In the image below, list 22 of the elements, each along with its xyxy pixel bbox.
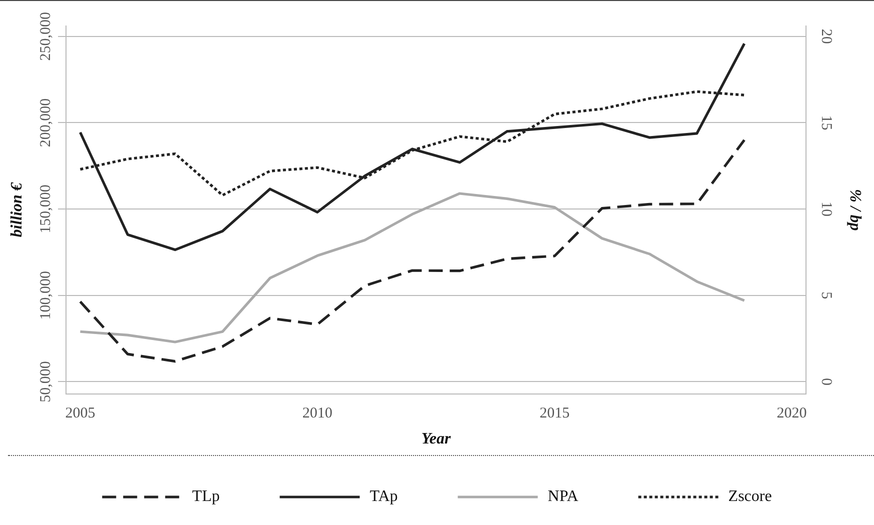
legend-label: Zscore <box>728 488 772 506</box>
y-tick-label: 100,000 <box>38 271 54 320</box>
y-tick-label: 200,000 <box>38 98 54 148</box>
y-axis-title: billion € <box>8 182 26 238</box>
x-tick-label: 2010 <box>302 406 332 422</box>
y-tick-label: 150,000 <box>38 184 54 234</box>
y2-axis-title: % / bp <box>846 189 864 231</box>
x-tick-label: 2015 <box>540 406 570 422</box>
y2-tick-label: 5 <box>818 292 834 300</box>
legend-label: NPA <box>548 488 579 506</box>
legend-label: TAp <box>370 488 398 506</box>
y2-tick-label: 20 <box>818 28 834 44</box>
y2-tick-label: 10 <box>818 202 834 217</box>
y-tick-label: 50,000 <box>38 361 54 402</box>
y2-tick-label: 0 <box>818 378 834 386</box>
x-axis-title: Year <box>421 430 452 448</box>
y2-tick-label: 15 <box>818 115 834 130</box>
line-series <box>78 138 746 363</box>
x-tick-label: 2020 <box>776 406 807 422</box>
x-tick-label: 2005 <box>65 406 96 422</box>
legend-label: TLp <box>192 488 220 506</box>
y-tick-label: 250,000 <box>38 12 54 61</box>
